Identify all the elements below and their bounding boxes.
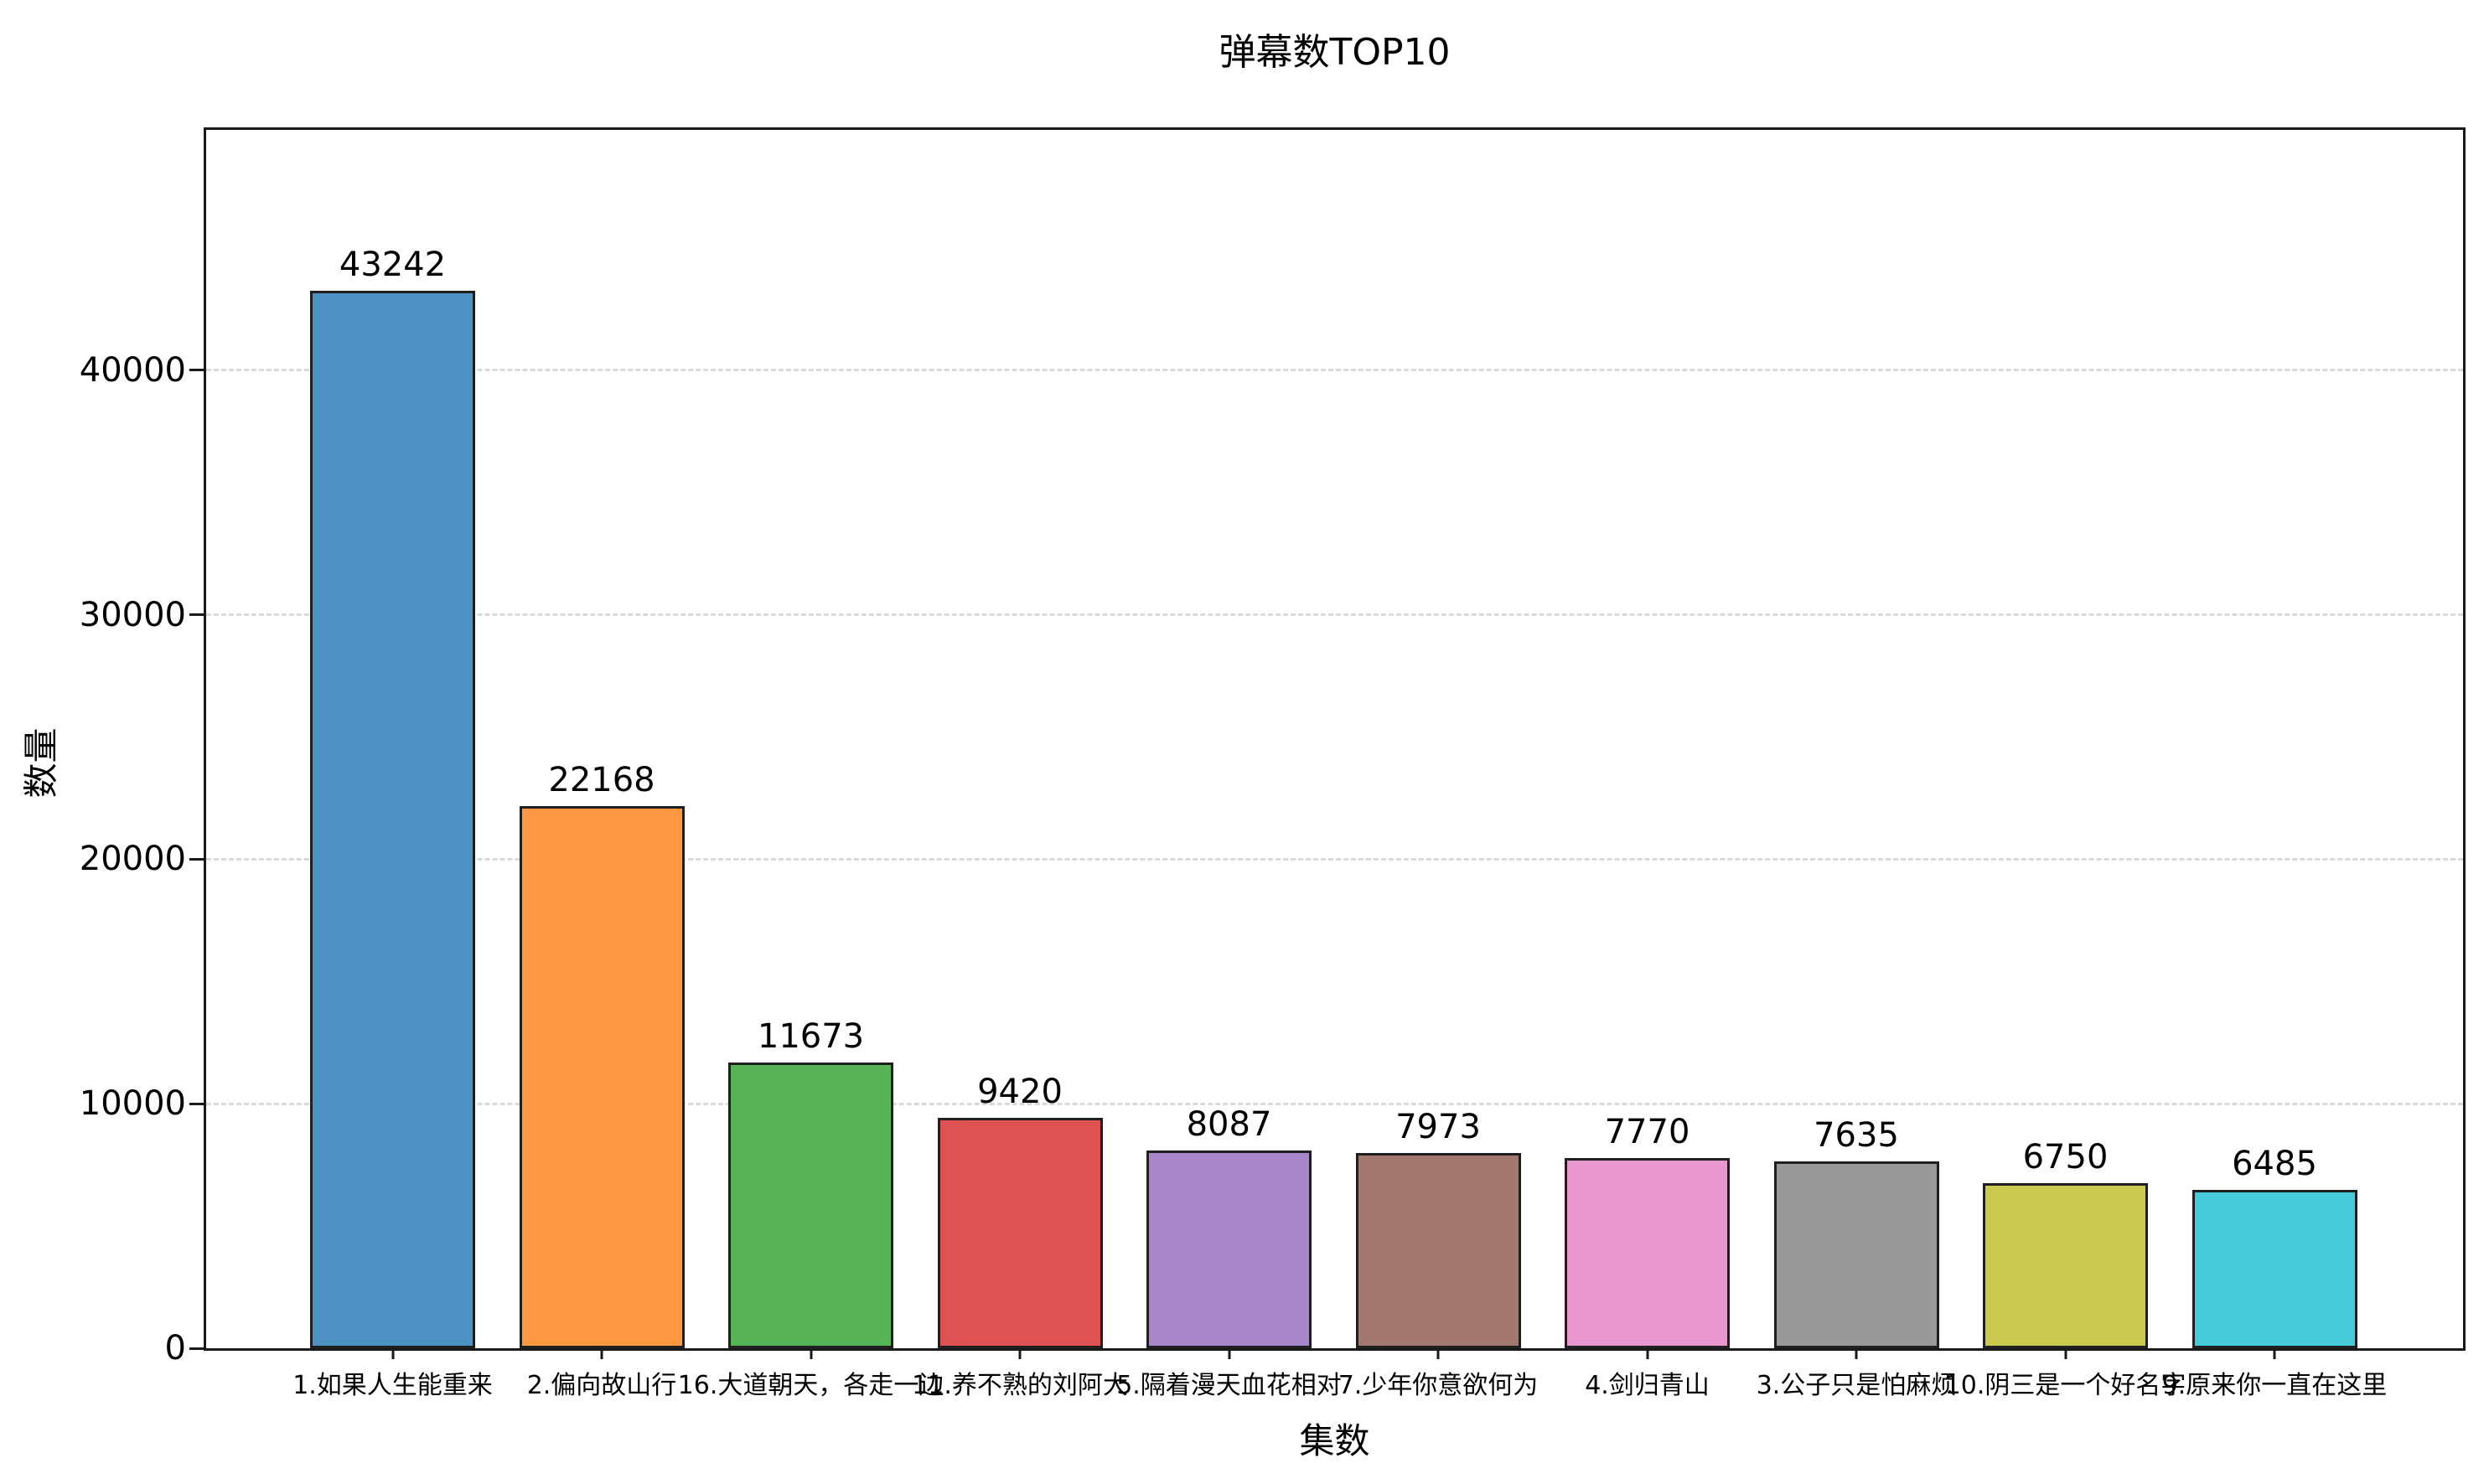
x-tick-label-3: 16.大道朝天，各走一边 [677, 1371, 944, 1400]
y-tick-mark-30000 [189, 613, 204, 617]
y-tick-mark-10000 [189, 1102, 204, 1105]
bar-value-label-10: 6485 [2232, 1144, 2317, 1183]
bar-value-label-2: 22168 [548, 761, 655, 800]
gridline-40000 [206, 369, 2463, 372]
bar-10 [2191, 1189, 2357, 1348]
plot-area: 43242 22168 11673 9420 8087 7973 7770 7635 6750 6… [204, 127, 2466, 1351]
x-tick-mark-5 [1228, 1348, 1230, 1359]
bar-value-label-5: 8087 [1186, 1105, 1272, 1145]
x-tick-mark-6 [1436, 1348, 1440, 1359]
x-tick-label-5: 5.隔着漫天血花相对 [1116, 1371, 1342, 1400]
y-tick-mark-20000 [189, 857, 204, 861]
x-tick-mark-3 [810, 1348, 812, 1359]
x-tick-mark-7 [1646, 1348, 1648, 1359]
bar-5 [1146, 1150, 1312, 1348]
bar-value-label-7: 7770 [1604, 1113, 1690, 1152]
bar-value-label-1: 43242 [339, 246, 447, 285]
x-tick-label-7: 4.剑归青山 [1585, 1371, 1710, 1400]
x-tick-label-2: 2.偏向故山行 [526, 1371, 677, 1400]
x-tick-mark-2 [600, 1348, 603, 1359]
bar-8 [1773, 1161, 1939, 1348]
y-tick-label-40000: 40000 [79, 350, 186, 390]
y-tick-label-30000: 30000 [79, 595, 186, 634]
x-tick-mark-8 [1855, 1348, 1858, 1359]
bar-value-label-4: 9420 [977, 1073, 1063, 1112]
bar-1 [310, 291, 475, 1348]
bar-2 [519, 806, 685, 1348]
x-tick-label-10: 9.原来你一直在这里 [2161, 1371, 2388, 1400]
y-tick-label-0: 0 [164, 1329, 186, 1368]
x-tick-label-4: 11.养不熟的刘阿大 [912, 1371, 1128, 1400]
bar-6 [1355, 1153, 1521, 1348]
x-tick-mark-1 [391, 1348, 394, 1359]
y-tick-label-20000: 20000 [79, 840, 186, 879]
y-tick-label-10000: 10000 [79, 1084, 186, 1124]
x-tick-mark-9 [2064, 1348, 2067, 1359]
x-tick-mark-4 [1018, 1348, 1022, 1359]
x-tick-label-6: 7.少年你意欲何为 [1338, 1371, 1539, 1400]
bar-value-label-8: 7635 [1814, 1116, 1899, 1156]
y-tick-mark-0 [189, 1347, 204, 1350]
bar-4 [937, 1118, 1103, 1348]
gridline-30000 [206, 613, 2463, 617]
chart-title: 弹幕数TOP10 [1219, 31, 1451, 74]
x-tick-label-8: 3.公子只是怕麻烦 [1756, 1371, 1957, 1400]
bar-7 [1565, 1158, 1730, 1348]
x-tick-label-1: 1.如果人生能重来 [292, 1371, 493, 1400]
y-axis-title: 数量 [20, 727, 62, 799]
y-tick-mark-40000 [189, 369, 204, 372]
bar-value-label-3: 11673 [757, 1017, 865, 1057]
bar-9 [1983, 1183, 2148, 1348]
bar-value-label-9: 6750 [2022, 1138, 2109, 1177]
bar-3 [728, 1063, 893, 1348]
x-tick-label-9: 10.阴三是一个好名字 [1944, 1371, 2186, 1400]
gridline-10000 [206, 1102, 2463, 1105]
bar-value-label-6: 7973 [1395, 1108, 1481, 1147]
x-tick-mark-10 [2273, 1348, 2276, 1359]
x-axis-title: 集数 [1299, 1420, 1370, 1461]
gridline-20000 [206, 857, 2463, 861]
